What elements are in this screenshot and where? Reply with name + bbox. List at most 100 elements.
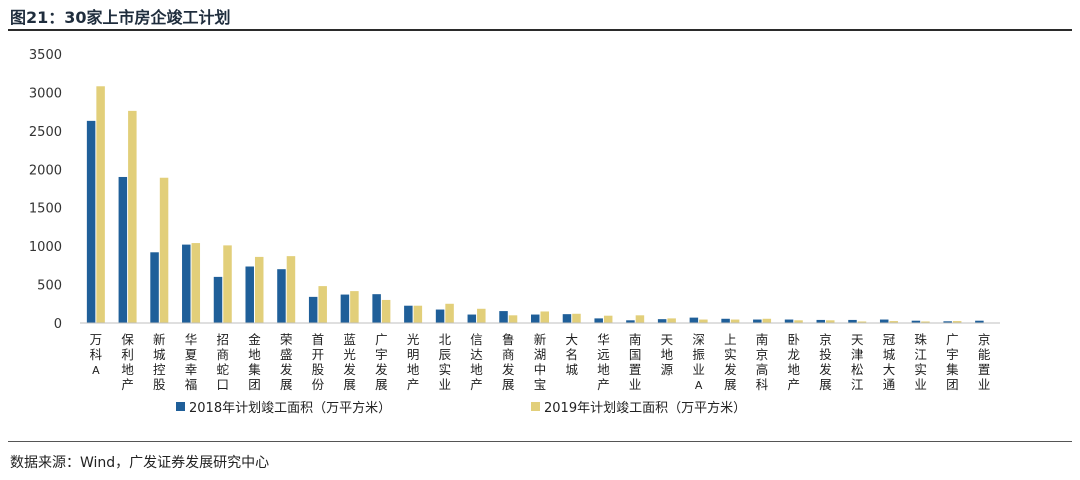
bar-2018-24 bbox=[816, 319, 826, 323]
y-tick-label: 1500 bbox=[29, 202, 62, 217]
category-label: 华远地产 bbox=[597, 332, 610, 392]
category-label: 光明地产 bbox=[407, 332, 420, 392]
bar-2019-10 bbox=[381, 299, 391, 323]
category-label: 北辰实业 bbox=[439, 332, 452, 392]
category-label: 南京高科 bbox=[756, 332, 769, 392]
bar-2018-15 bbox=[531, 314, 540, 323]
y-tick-label: 1000 bbox=[29, 240, 62, 255]
category-label: 广宇集团 bbox=[946, 332, 959, 392]
bar-2019-5 bbox=[223, 245, 232, 323]
y-axis: 0 500 1000 1500 2000 2500 3000 3500 bbox=[29, 48, 62, 332]
bar-2018-26 bbox=[879, 319, 889, 323]
bar-2019-15 bbox=[540, 311, 549, 323]
category-label: 大名城 bbox=[565, 332, 578, 377]
bar-2019-4 bbox=[191, 243, 201, 323]
source-note: 数据来源：Wind，广发证券发展研究中心 bbox=[10, 455, 270, 471]
bar-2019-16 bbox=[572, 313, 581, 323]
category-label: 新湖中宝 bbox=[534, 332, 547, 392]
bar-2018-7 bbox=[277, 269, 286, 323]
bar-2018-27 bbox=[911, 320, 921, 323]
y-tick-label: 2500 bbox=[29, 125, 62, 140]
bar-2018-2 bbox=[118, 176, 128, 323]
y-tick-label: 2000 bbox=[29, 163, 62, 178]
bar-2019-27 bbox=[921, 321, 930, 323]
category-label: 鲁商发展 bbox=[502, 332, 515, 392]
bar-2019-7 bbox=[286, 256, 296, 323]
category-label: 首开股份 bbox=[312, 332, 325, 392]
legend-swatch-2019 bbox=[531, 402, 540, 411]
bars bbox=[86, 86, 984, 323]
bar-2018-10 bbox=[372, 294, 381, 323]
bar-2019-18 bbox=[635, 315, 645, 323]
category-label: 招商蛇口 bbox=[217, 332, 230, 392]
legend-label-2019: 2019年计划竣工面积（万平方米） bbox=[544, 400, 746, 416]
y-tick-label: 0 bbox=[54, 317, 62, 332]
bar-chart: 0 500 1000 1500 2000 2500 3000 3500 万科 A 保利地产 新城控股… bbox=[29, 48, 1000, 416]
category-label: 冠城大通 bbox=[883, 332, 896, 392]
bar-2019-9 bbox=[350, 291, 359, 323]
category-label: 金地集团 bbox=[248, 332, 261, 392]
bar-2019-14 bbox=[508, 315, 518, 323]
category-label: 华夏幸福 bbox=[185, 332, 198, 392]
y-tick-label: 3500 bbox=[29, 48, 62, 63]
bar-2019-2 bbox=[128, 110, 137, 323]
bar-2018-1 bbox=[86, 120, 96, 323]
category-label: 荣盛发展 bbox=[280, 332, 293, 392]
category-label: 京能置业 bbox=[978, 332, 991, 392]
category-label: 深振业 A bbox=[692, 332, 705, 392]
bar-2019-3 bbox=[159, 177, 169, 323]
bar-2018-23 bbox=[784, 319, 794, 323]
bar-2018-17 bbox=[594, 318, 603, 323]
bar-2018-13 bbox=[467, 314, 477, 323]
y-tick-label: 3000 bbox=[29, 86, 62, 101]
category-label: 新城控股 bbox=[153, 332, 166, 392]
legend: 2018年计划竣工面积（万平方米） 2019年计划竣工面积（万平方米） bbox=[176, 400, 746, 416]
bar-2018-9 bbox=[340, 294, 350, 323]
bar-2019-26 bbox=[889, 321, 898, 323]
bar-2019-8 bbox=[318, 286, 327, 323]
bar-2018-16 bbox=[562, 314, 572, 323]
bar-2019-11 bbox=[413, 305, 423, 323]
bar-2018-25 bbox=[848, 319, 857, 323]
bar-2019-22 bbox=[762, 318, 772, 323]
bar-2018-5 bbox=[213, 276, 223, 323]
bar-2018-29 bbox=[975, 320, 984, 323]
bar-2018-3 bbox=[150, 252, 159, 323]
category-label: 上实发展 bbox=[724, 332, 737, 392]
bar-2019-25 bbox=[857, 321, 867, 323]
category-label: 蓝光发展 bbox=[343, 332, 356, 392]
bar-2019-17 bbox=[603, 315, 613, 323]
bar-2018-14 bbox=[499, 311, 508, 323]
bar-2019-21 bbox=[730, 319, 740, 323]
category-label: 保利地产 bbox=[121, 332, 134, 392]
bar-2019-6 bbox=[254, 256, 264, 323]
bar-2018-4 bbox=[182, 244, 191, 323]
bar-2019-1 bbox=[96, 86, 105, 323]
category-label: 珠江实业 bbox=[914, 332, 927, 392]
bar-2019-13 bbox=[477, 308, 486, 323]
category-label: 广宇发展 bbox=[375, 332, 388, 392]
bar-2018-22 bbox=[753, 319, 762, 323]
bar-2018-12 bbox=[435, 309, 445, 323]
bar-2018-18 bbox=[626, 320, 635, 323]
category-label: 信达地产 bbox=[470, 332, 483, 392]
bar-2018-20 bbox=[689, 317, 699, 323]
title-rule bbox=[8, 29, 1072, 31]
bar-2018-21 bbox=[721, 318, 730, 323]
y-tick-label: 500 bbox=[37, 279, 62, 294]
bar-2019-23 bbox=[794, 320, 803, 323]
source-rule bbox=[8, 441, 1072, 442]
legend-label-2018: 2018年计划竣工面积（万平方米） bbox=[189, 400, 391, 416]
bar-2019-20 bbox=[699, 319, 708, 323]
category-label: 南国置业 bbox=[629, 332, 642, 392]
bar-2018-6 bbox=[245, 266, 254, 323]
category-label: 万科 A bbox=[90, 332, 103, 377]
legend-swatch-2018 bbox=[176, 402, 185, 411]
category-label: 天津松江 bbox=[851, 332, 864, 392]
bar-2018-28 bbox=[943, 321, 952, 323]
figure-title: 图21：30家上市房企竣工计划 bbox=[10, 8, 231, 27]
category-label: 京投发展 bbox=[819, 332, 832, 392]
bar-2018-11 bbox=[404, 305, 413, 323]
bar-2019-24 bbox=[826, 320, 835, 323]
category-label: 卧龙地产 bbox=[788, 332, 801, 392]
